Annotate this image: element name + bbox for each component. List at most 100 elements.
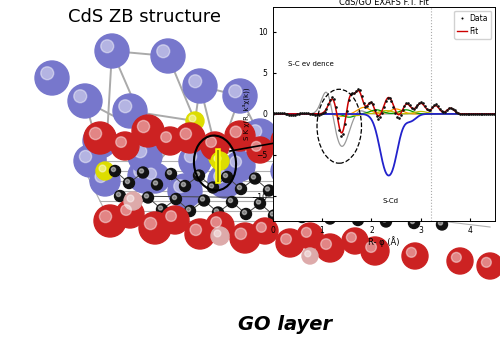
Circle shape <box>362 179 372 190</box>
Circle shape <box>112 167 116 172</box>
Circle shape <box>229 85 241 98</box>
Circle shape <box>390 180 400 192</box>
Circle shape <box>166 211 176 221</box>
Circle shape <box>224 173 228 178</box>
Title: CdS/GO EXAFS F.T. Fit: CdS/GO EXAFS F.T. Fit <box>339 0 428 6</box>
Circle shape <box>226 197 237 208</box>
Circle shape <box>420 184 424 188</box>
Circle shape <box>311 130 339 158</box>
Circle shape <box>99 165 106 172</box>
Circle shape <box>404 193 414 204</box>
Circle shape <box>124 178 134 188</box>
Circle shape <box>206 137 216 147</box>
Circle shape <box>424 209 428 213</box>
Circle shape <box>190 224 202 236</box>
Circle shape <box>230 156 241 168</box>
Circle shape <box>128 159 162 193</box>
Circle shape <box>223 79 257 113</box>
Circle shape <box>83 124 117 158</box>
Circle shape <box>186 112 204 130</box>
Circle shape <box>386 137 414 165</box>
Circle shape <box>134 165 146 178</box>
Circle shape <box>157 45 170 58</box>
Circle shape <box>266 187 270 191</box>
Circle shape <box>366 204 378 215</box>
Circle shape <box>302 227 312 237</box>
Circle shape <box>250 173 260 184</box>
Circle shape <box>198 195 209 206</box>
Circle shape <box>127 195 134 202</box>
Circle shape <box>361 237 389 265</box>
Circle shape <box>158 206 162 210</box>
Circle shape <box>352 215 364 225</box>
Circle shape <box>156 204 168 215</box>
Circle shape <box>132 115 164 147</box>
Circle shape <box>297 223 323 249</box>
Circle shape <box>418 182 428 193</box>
Circle shape <box>235 228 246 240</box>
Circle shape <box>142 192 154 203</box>
Circle shape <box>284 201 288 205</box>
Circle shape <box>189 75 202 88</box>
Circle shape <box>294 188 298 193</box>
Circle shape <box>402 243 428 269</box>
Circle shape <box>208 182 218 193</box>
Circle shape <box>185 219 215 249</box>
Circle shape <box>35 61 69 95</box>
Circle shape <box>180 180 190 192</box>
Circle shape <box>252 141 262 151</box>
Circle shape <box>320 188 330 199</box>
Circle shape <box>126 179 130 184</box>
Circle shape <box>472 150 482 159</box>
Circle shape <box>350 192 354 195</box>
Circle shape <box>84 122 116 154</box>
Circle shape <box>139 125 157 143</box>
Circle shape <box>214 209 218 213</box>
Circle shape <box>477 253 500 279</box>
Circle shape <box>174 180 186 193</box>
Circle shape <box>95 171 106 183</box>
Circle shape <box>342 228 368 254</box>
Circle shape <box>189 115 196 122</box>
Circle shape <box>182 182 186 187</box>
Circle shape <box>230 126 241 137</box>
Circle shape <box>252 218 278 244</box>
Circle shape <box>438 221 442 225</box>
Circle shape <box>366 242 376 252</box>
Circle shape <box>298 213 302 218</box>
Circle shape <box>467 145 493 171</box>
Text: GO layer: GO layer <box>238 315 332 334</box>
Circle shape <box>161 132 172 142</box>
Circle shape <box>452 252 462 262</box>
Circle shape <box>100 210 112 222</box>
Circle shape <box>214 170 226 183</box>
Circle shape <box>264 185 274 196</box>
Circle shape <box>292 187 302 198</box>
Circle shape <box>209 149 227 167</box>
Circle shape <box>432 145 442 155</box>
Circle shape <box>74 90 86 103</box>
Circle shape <box>432 194 442 205</box>
Circle shape <box>351 139 362 150</box>
Circle shape <box>168 174 202 208</box>
Circle shape <box>138 120 149 132</box>
Circle shape <box>225 151 255 181</box>
Circle shape <box>41 67 54 80</box>
Circle shape <box>152 179 162 190</box>
Circle shape <box>340 204 344 209</box>
Circle shape <box>144 218 156 230</box>
Circle shape <box>346 232 356 242</box>
Circle shape <box>128 139 162 173</box>
Circle shape <box>95 34 129 68</box>
Circle shape <box>74 145 106 177</box>
Circle shape <box>138 167 148 178</box>
Circle shape <box>396 207 400 211</box>
Circle shape <box>124 192 142 210</box>
Circle shape <box>254 198 266 209</box>
Circle shape <box>247 137 273 163</box>
Circle shape <box>316 135 326 145</box>
Circle shape <box>208 164 242 198</box>
Circle shape <box>281 234 291 245</box>
Circle shape <box>139 212 171 244</box>
Circle shape <box>94 205 126 237</box>
